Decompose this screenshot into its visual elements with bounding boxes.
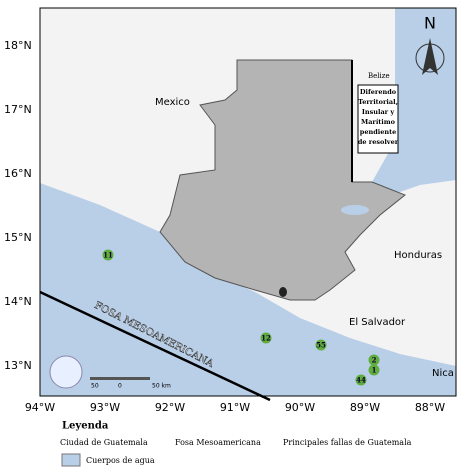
dispute-label: Insular y: [362, 108, 395, 116]
lon-label: 90°W: [285, 401, 315, 414]
pacific-ocean: [40, 183, 456, 396]
guatemala: [159, 59, 406, 301]
scale-label: 50: [91, 383, 99, 390]
legend-item: Principales fallas de Guatemala: [283, 438, 412, 447]
north-label: N: [424, 14, 436, 33]
lon-label: 91°W: [220, 401, 250, 414]
scale-label: 50 km: [152, 383, 171, 390]
site-label: 1: [372, 366, 377, 375]
dispute-box: [357, 84, 399, 154]
site-marker: [355, 374, 367, 386]
lon-label: 93°W: [90, 401, 120, 414]
site-label: 2: [372, 356, 377, 365]
dispute-label: Territorial,: [358, 98, 398, 106]
lake-izabal: [341, 205, 369, 215]
lat-label: 18°N: [4, 39, 32, 52]
site-label: 44: [356, 376, 366, 385]
legend-item: Ciudad de Guatemala: [60, 438, 148, 447]
water-swatch: [61, 453, 81, 467]
logo: [49, 355, 83, 389]
place-label: Honduras: [394, 250, 442, 261]
scale-bar: [90, 377, 150, 380]
dispute-label: de resolver: [358, 138, 399, 146]
north-arrow: [422, 38, 438, 75]
place-label: El Salvador: [349, 317, 406, 328]
lat-label: 13°N: [4, 359, 32, 372]
compass-ring: [415, 43, 445, 73]
site-label: 55: [316, 341, 326, 350]
dispute-label: pendiente: [360, 128, 396, 136]
place-label: Nica: [432, 368, 454, 379]
dispute-label: Marítimo: [361, 118, 396, 126]
lat-label: 15°N: [4, 231, 32, 244]
lon-label: 94°W: [25, 401, 55, 414]
place-label: Belize: [368, 72, 390, 80]
lat-label: 14°N: [4, 295, 32, 308]
lat-label: 17°N: [4, 103, 32, 116]
lon-label: 88°W: [415, 401, 445, 414]
site-marker: [368, 354, 380, 366]
site-marker: [368, 364, 380, 376]
place-label: Mexico: [155, 97, 190, 108]
lon-label: 92°W: [155, 401, 185, 414]
site-label: 12: [261, 334, 271, 343]
legend-title: Leyenda: [62, 421, 109, 432]
map-frame: [39, 7, 457, 397]
scale-label: 0: [118, 383, 122, 390]
guatemala-city: [279, 287, 287, 297]
legend-item: Fosa Mesoamericana: [175, 438, 261, 447]
lon-label: 89°W: [350, 401, 380, 414]
site-marker: [102, 249, 114, 261]
site-marker: [315, 339, 327, 351]
dispute-label: Diferendo: [360, 88, 397, 96]
legend-item: Cuerpos de agua: [86, 456, 155, 465]
lat-label: 16°N: [4, 167, 32, 180]
trench-line: [39, 290, 271, 402]
site-marker: [260, 332, 272, 344]
site-label: 11: [103, 251, 113, 260]
